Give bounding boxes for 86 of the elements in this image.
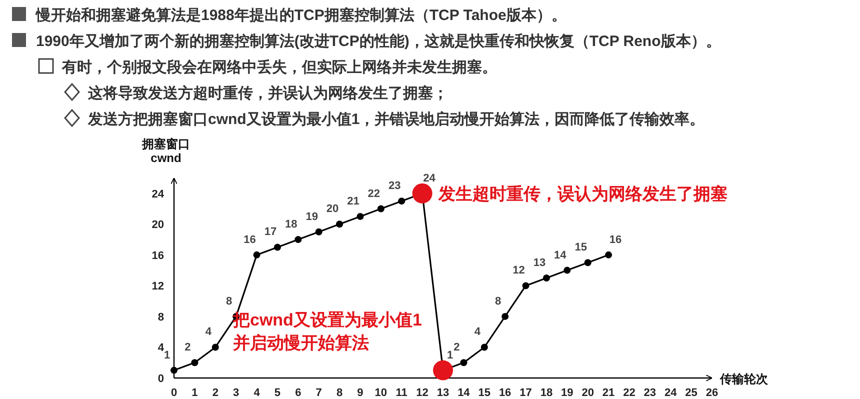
x-tick-label: 18 bbox=[540, 387, 553, 399]
x-tick-label: 16 bbox=[498, 387, 512, 399]
x-tick-label: 3 bbox=[233, 387, 240, 399]
data-label: 14 bbox=[554, 249, 568, 262]
x-tick-label: 5 bbox=[274, 387, 281, 399]
data-label: 8 bbox=[226, 295, 232, 308]
x-tick-label: 8 bbox=[336, 387, 343, 399]
text: 1990年又增加了两个新的拥塞控制算法(改进TCP的性能)，这就是快重传和快恢复（TCP Reno版本）。 bbox=[36, 32, 721, 50]
data-label: 1 bbox=[164, 349, 170, 362]
x-tick-label: 15 bbox=[478, 387, 491, 399]
x-tick-label: 21 bbox=[602, 387, 615, 399]
point bbox=[480, 344, 488, 351]
x-tick-label: 24 bbox=[664, 387, 678, 399]
x-tick-label: 14 bbox=[458, 387, 471, 399]
point bbox=[398, 198, 406, 205]
y-tick-label: 8 bbox=[158, 311, 164, 324]
y-tick-label: 4 bbox=[158, 342, 165, 354]
point bbox=[584, 259, 592, 266]
annotation: 把cwnd又设置为最小值1 并启动慢开始算法 bbox=[232, 310, 422, 352]
point bbox=[542, 274, 550, 282]
y-tick-label: 20 bbox=[152, 219, 164, 232]
point bbox=[522, 282, 530, 290]
point bbox=[605, 251, 612, 258]
data-label: 2 bbox=[184, 342, 191, 354]
x-tick-label: 26 bbox=[706, 387, 718, 399]
x-tick-label: 0 bbox=[170, 387, 178, 399]
x-tick-label: 9 bbox=[357, 387, 364, 399]
x-tick-label: 12 bbox=[416, 387, 428, 399]
x-tick-label: 20 bbox=[582, 387, 594, 399]
data-label: 16 bbox=[244, 234, 256, 246]
x-tick-label: 22 bbox=[623, 387, 636, 399]
data-label: 8 bbox=[495, 295, 502, 308]
y-tick-label: 12 bbox=[152, 280, 164, 293]
point bbox=[212, 344, 219, 351]
data-label: 2 bbox=[454, 342, 460, 354]
data-label: 17 bbox=[264, 226, 277, 238]
point bbox=[336, 220, 344, 228]
y-axis-title: 拥塞窗口 cwnd bbox=[141, 137, 190, 165]
point bbox=[315, 228, 322, 236]
data-label: 20 bbox=[326, 203, 339, 216]
data-label: 16 bbox=[609, 234, 622, 246]
point bbox=[564, 266, 571, 274]
point bbox=[191, 359, 198, 366]
point bbox=[356, 212, 364, 220]
text: 慢开始和拥塞避免算法是1988年提出的TCP拥塞控制算法（TCP Tahoe版本）。 bbox=[35, 6, 566, 24]
x-tick-label: 23 bbox=[644, 387, 656, 399]
y-tick-label: 16 bbox=[152, 250, 164, 262]
point bbox=[460, 359, 468, 366]
point bbox=[170, 366, 178, 374]
text: 这将导致发送方超时重传，并误认为网络发生了拥塞； bbox=[87, 84, 448, 102]
point bbox=[274, 244, 281, 251]
x-tick-label: 4 bbox=[254, 387, 261, 399]
text: 发送方把拥塞窗口cwnd又设置为最小值1，并错误地启动慢开始算法，因而降低了传输效率。 bbox=[87, 110, 705, 128]
x-tick-label: 2 bbox=[212, 387, 218, 399]
point bbox=[294, 236, 302, 244]
point bbox=[502, 312, 509, 320]
data-label: 22 bbox=[368, 188, 380, 200]
data-label: 15 bbox=[574, 242, 587, 254]
point bbox=[253, 251, 260, 258]
y-tick-label: 24 bbox=[152, 188, 165, 200]
data-label: 4 bbox=[474, 326, 482, 338]
data-label: 21 bbox=[347, 195, 360, 208]
annotation: 发生超时重传，误认为网络发生了拥塞 bbox=[437, 184, 728, 204]
data-label: 1 bbox=[446, 349, 454, 362]
text: 有时，个别报文段会在网络中丢失，但实际上网络并未发生拥塞。 bbox=[61, 58, 497, 76]
data-label: 24 bbox=[423, 172, 436, 184]
point bbox=[433, 360, 453, 380]
x-tick-label: 13 bbox=[436, 387, 450, 399]
point bbox=[412, 183, 432, 204]
x-tick-label: 7 bbox=[316, 387, 322, 399]
point bbox=[377, 205, 384, 212]
x-tick-label: 19 bbox=[561, 387, 574, 399]
data-label: 18 bbox=[285, 218, 298, 231]
data-label: 4 bbox=[205, 326, 212, 338]
x-tick-label: 17 bbox=[520, 387, 532, 399]
x-tick-label: 10 bbox=[374, 387, 388, 399]
x-tick-label: 1 bbox=[192, 387, 198, 399]
x-tick-label: 25 bbox=[685, 387, 698, 399]
x-tick-label: 6 bbox=[295, 387, 302, 399]
x-axis-title: 传输轮次 bbox=[719, 372, 769, 386]
data-label: 19 bbox=[306, 210, 318, 223]
data-label: 13 bbox=[533, 257, 546, 269]
y-tick-label: 0 bbox=[158, 373, 164, 385]
data-label: 12 bbox=[512, 264, 525, 277]
data-label: 23 bbox=[388, 180, 401, 192]
x-tick-label: 11 bbox=[396, 387, 408, 399]
